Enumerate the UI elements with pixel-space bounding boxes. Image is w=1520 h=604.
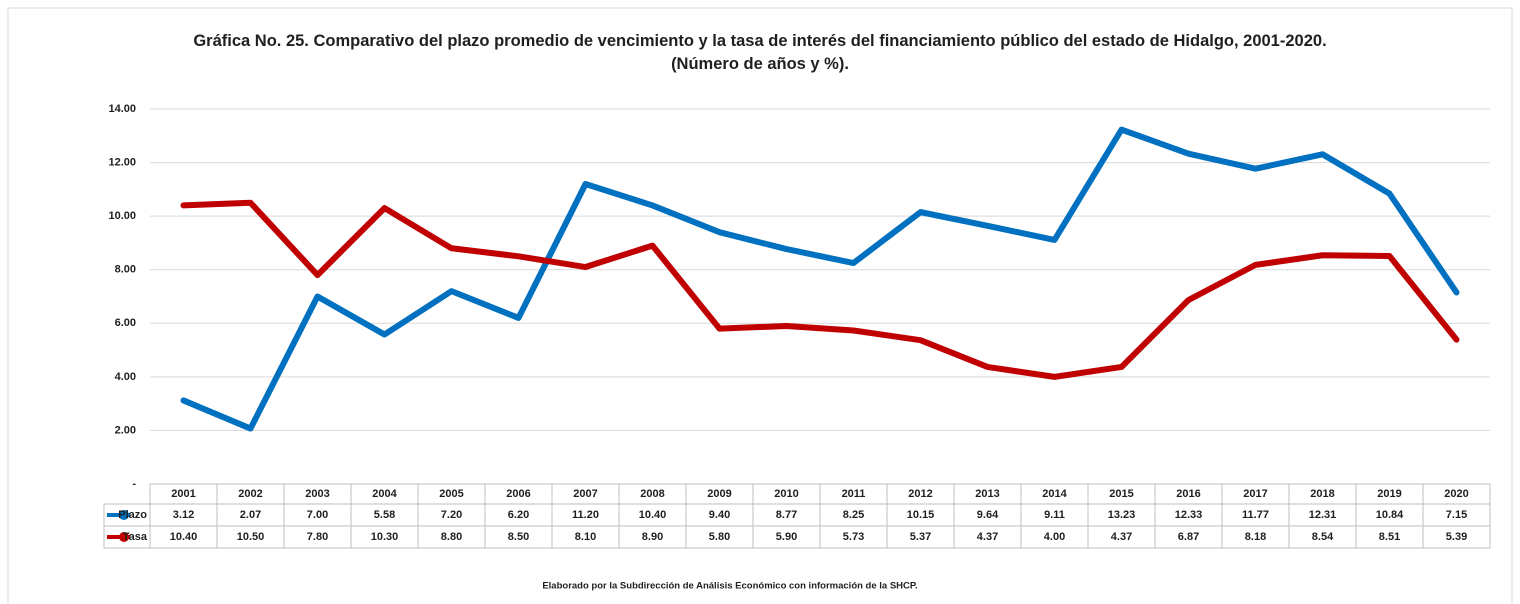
table-value: 4.37 [1111, 531, 1132, 543]
series-line [180, 199, 1460, 380]
x-tick-label: 2018 [1310, 488, 1334, 500]
y-tick-label: - [132, 478, 136, 490]
table-value: 8.10 [575, 531, 596, 543]
table-value: 8.18 [1245, 531, 1266, 543]
source-note: Elaborado por la Subdirección de Análisi… [542, 581, 917, 592]
table-value: 5.37 [910, 531, 931, 543]
table-value: 9.64 [977, 509, 999, 521]
y-tick-label: 10.00 [108, 210, 136, 222]
table-value: 12.33 [1175, 509, 1203, 521]
table-value: 6.20 [508, 509, 529, 521]
table-value: 8.90 [642, 531, 663, 543]
y-tick-label: 12.00 [108, 156, 136, 168]
table-value: 7.80 [307, 531, 328, 543]
table-value: 7.00 [307, 509, 328, 521]
table-value: 4.37 [977, 531, 998, 543]
table-value: 8.80 [441, 531, 462, 543]
table-value: 5.58 [374, 509, 395, 521]
table-value: 10.50 [237, 531, 265, 543]
table-value: 5.73 [843, 531, 864, 543]
x-tick-label: 2019 [1377, 488, 1401, 500]
table-value: 5.90 [776, 531, 797, 543]
chart-frame [7, 7, 1513, 604]
table-value: 4.00 [1044, 531, 1065, 543]
x-tick-label: 2001 [171, 488, 195, 500]
table-value: 5.39 [1446, 531, 1467, 543]
table-value: 8.54 [1312, 531, 1334, 543]
x-tick-label: 2007 [573, 488, 597, 500]
x-tick-label: 2002 [238, 488, 262, 500]
x-tick-label: 2020 [1444, 488, 1468, 500]
y-tick-label: 6.00 [115, 317, 136, 329]
legend-marker [119, 532, 129, 542]
y-tick-label: 2.00 [115, 424, 136, 436]
table-value: 10.15 [907, 509, 935, 521]
x-tick-label: 2005 [439, 488, 463, 500]
series-line [180, 126, 1460, 432]
table-value: 3.12 [173, 509, 194, 521]
table-value: 7.15 [1446, 509, 1467, 521]
table-value: 10.30 [371, 531, 399, 543]
legend-label: Plazo [118, 509, 147, 521]
table-value: 11.20 [572, 509, 599, 521]
table-value: 8.50 [508, 531, 529, 543]
chart-title: Gráfica No. 25. Comparativo del plazo pr… [193, 32, 1327, 73]
x-tick-label: 2012 [908, 488, 932, 500]
table-value: 9.11 [1044, 509, 1065, 521]
x-tick-label: 2010 [774, 488, 798, 500]
table-value: 6.87 [1178, 531, 1199, 543]
x-tick-label: 2017 [1243, 488, 1267, 500]
x-tick-label: 2016 [1176, 488, 1200, 500]
table-value: 10.40 [170, 531, 198, 543]
y-tick-label: 4.00 [115, 371, 136, 383]
legend-label: Tasa [123, 531, 148, 543]
table-value: 13.23 [1108, 509, 1136, 521]
table-value: 8.25 [843, 509, 864, 521]
table-value: 12.31 [1309, 509, 1337, 521]
x-tick-label: 2015 [1109, 488, 1133, 500]
x-tick-label: 2009 [707, 488, 731, 500]
x-tick-label: 2014 [1042, 488, 1067, 500]
table-value: 8.51 [1379, 531, 1400, 543]
table-value: 10.40 [639, 509, 667, 521]
x-tick-label: 2006 [506, 488, 530, 500]
table-value: 11.77 [1242, 509, 1269, 521]
x-tick-label: 2004 [372, 488, 397, 500]
y-tick-label: 14.00 [108, 103, 136, 115]
x-tick-label: 2003 [305, 488, 329, 500]
table-value: 7.20 [441, 509, 462, 521]
legend-marker [119, 510, 129, 520]
table-value: 8.77 [776, 509, 797, 521]
y-tick-label: 8.00 [115, 264, 136, 276]
x-tick-label: 2008 [640, 488, 664, 500]
x-tick-label: 2011 [842, 488, 866, 500]
table-value: 2.07 [240, 509, 261, 521]
table-value: 9.40 [709, 509, 730, 521]
table-value: 5.80 [709, 531, 730, 543]
x-tick-label: 2013 [975, 488, 999, 500]
table-value: 10.84 [1376, 509, 1404, 521]
